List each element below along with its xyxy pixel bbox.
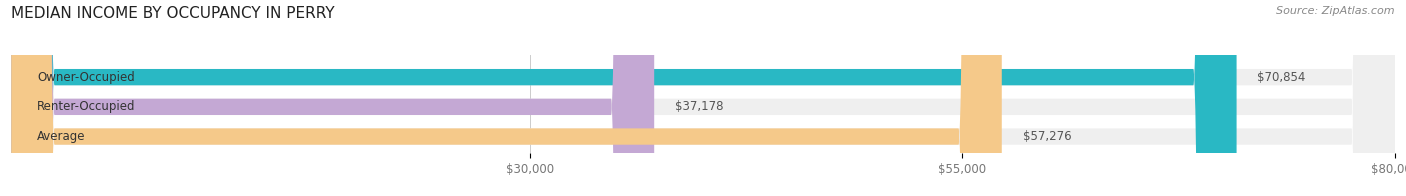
Text: Renter-Occupied: Renter-Occupied bbox=[37, 100, 136, 113]
FancyBboxPatch shape bbox=[11, 0, 1395, 196]
Text: Source: ZipAtlas.com: Source: ZipAtlas.com bbox=[1277, 6, 1395, 16]
FancyBboxPatch shape bbox=[11, 0, 1395, 196]
Text: $37,178: $37,178 bbox=[675, 100, 724, 113]
Text: $57,276: $57,276 bbox=[1022, 130, 1071, 143]
FancyBboxPatch shape bbox=[11, 0, 1001, 196]
Text: $70,854: $70,854 bbox=[1257, 71, 1306, 84]
Text: Owner-Occupied: Owner-Occupied bbox=[37, 71, 135, 84]
FancyBboxPatch shape bbox=[11, 0, 1237, 196]
Text: Average: Average bbox=[37, 130, 86, 143]
FancyBboxPatch shape bbox=[11, 0, 654, 196]
Text: MEDIAN INCOME BY OCCUPANCY IN PERRY: MEDIAN INCOME BY OCCUPANCY IN PERRY bbox=[11, 6, 335, 21]
FancyBboxPatch shape bbox=[11, 0, 1395, 196]
